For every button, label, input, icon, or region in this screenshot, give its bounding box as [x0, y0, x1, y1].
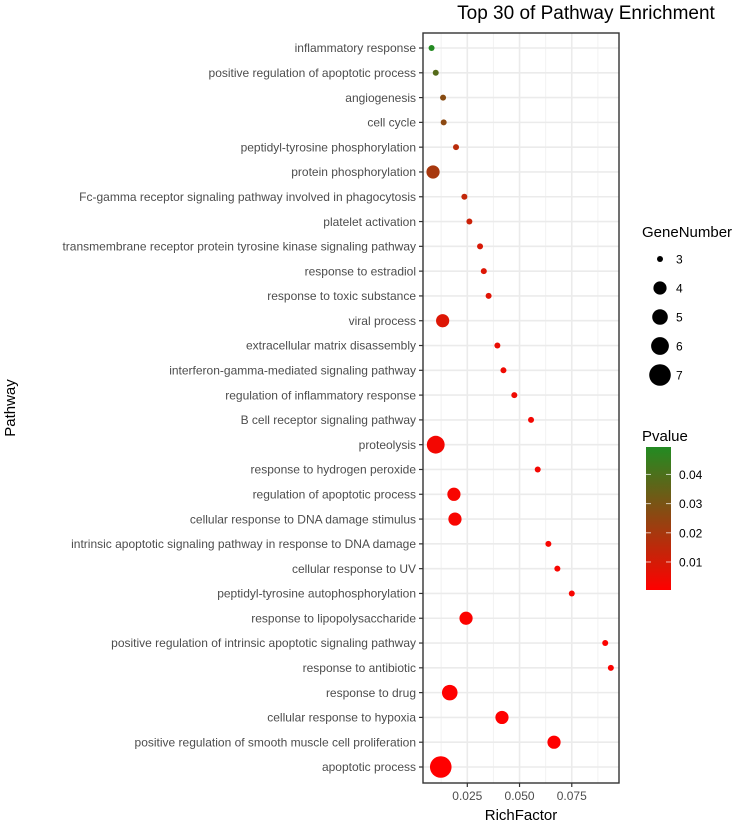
y-tick-label: positive regulation of smooth muscle cel… — [135, 735, 416, 749]
data-point — [441, 684, 458, 701]
colorbar-label: 0.04 — [679, 468, 703, 482]
colorbar-label: 0.03 — [679, 497, 703, 511]
y-tick-label: response to estradiol — [305, 264, 416, 278]
data-point — [447, 487, 461, 501]
size-legend-label: 7 — [676, 369, 683, 383]
x-axis-ticks: 0.025 0.050 0.075 — [452, 783, 587, 803]
y-tick-label: positive regulation of intrinsic apoptot… — [111, 636, 416, 650]
y-tick-label: apoptotic process — [322, 760, 416, 774]
y-tick-label: transmembrane receptor protein tyrosine … — [62, 240, 416, 254]
data-point — [607, 664, 614, 671]
y-tick-label: viral process — [349, 314, 416, 328]
data-point — [511, 392, 518, 399]
y-tick-label: peptidyl-tyrosine autophosphorylation — [217, 587, 416, 601]
size-legend-key — [651, 337, 669, 355]
y-tick-label: response to lipopolysaccharide — [251, 611, 416, 625]
gene-number-legend: GeneNumber 3 4 5 6 7 — [642, 224, 732, 386]
data-point — [500, 367, 507, 374]
data-point — [429, 756, 452, 778]
data-point — [568, 590, 575, 597]
y-tick-label: inflammatory response — [295, 41, 417, 55]
y-tick-label: response to antibiotic — [303, 661, 416, 675]
y-tick-label: angiogenesis — [345, 91, 416, 105]
data-point — [426, 435, 445, 454]
colorbar-label: 0.01 — [679, 555, 703, 569]
panel-border — [422, 32, 620, 784]
pvalue-legend-title: Pvalue — [642, 428, 688, 445]
y-tick-label: cellular response to DNA damage stimulus — [190, 512, 416, 526]
data-point — [485, 292, 492, 299]
chart-title: Top 30 of Pathway Enrichment — [457, 3, 715, 24]
size-legend-key — [649, 364, 671, 386]
y-tick-label: platelet activation — [323, 215, 416, 229]
y-tick-label: protein phosphorylation — [291, 165, 416, 179]
y-tick-label: interferon-gamma-mediated signaling path… — [169, 364, 416, 378]
size-legend-label: 5 — [676, 311, 683, 325]
size-legend-label: 4 — [676, 282, 683, 296]
data-point — [440, 94, 447, 101]
size-legend-key — [652, 309, 668, 325]
data-point — [428, 45, 435, 51]
data-point — [436, 314, 450, 328]
y-axis-labels: inflammatory response positive regulation… — [62, 41, 423, 774]
gene-number-legend-title: GeneNumber — [642, 224, 732, 241]
data-point — [534, 466, 541, 473]
data-point — [545, 540, 552, 547]
y-tick-label: regulation of apoptotic process — [253, 487, 416, 501]
size-legend-key — [657, 256, 663, 262]
y-tick-label: cellular response to UV — [292, 562, 416, 576]
y-tick-label: intrinsic apoptotic signaling pathway in… — [71, 537, 416, 551]
y-tick-label: Fc-gamma receptor signaling pathway invo… — [79, 190, 416, 204]
data-point — [466, 218, 473, 225]
y-axis-title: Pathway — [2, 379, 19, 437]
data-point — [480, 268, 487, 275]
y-tick-label: peptidyl-tyrosine phosphorylation — [241, 140, 416, 154]
x-tick-label: 0.050 — [505, 789, 535, 803]
pvalue-legend: Pvalue 0.04 0.03 0.02 0.01 — [642, 428, 703, 590]
data-point — [495, 710, 509, 725]
y-tick-label: cell cycle — [367, 116, 416, 130]
y-tick-label: response to drug — [326, 686, 416, 700]
data-point — [426, 165, 440, 179]
data-point — [554, 565, 561, 572]
data-point — [459, 611, 473, 625]
data-point — [461, 193, 468, 200]
size-legend-label: 6 — [676, 340, 683, 354]
x-tick-label: 0.025 — [452, 789, 482, 803]
data-point — [494, 342, 501, 349]
data-point — [440, 119, 447, 126]
data-points — [426, 45, 614, 778]
size-legend-key — [653, 281, 667, 295]
y-tick-label: proteolysis — [359, 438, 416, 452]
y-tick-label: regulation of inflammatory response — [225, 388, 416, 402]
data-point — [477, 243, 484, 250]
data-point — [547, 735, 561, 749]
x-axis-title: RichFactor — [485, 807, 558, 824]
y-tick-label: cellular response to hypoxia — [267, 711, 416, 725]
data-point — [448, 512, 462, 526]
panel-background — [423, 33, 619, 783]
y-tick-label: positive regulation of apoptotic process — [209, 66, 416, 80]
data-point — [432, 69, 439, 76]
plot-panel — [422, 32, 620, 784]
y-tick-label: response to hydrogen peroxide — [251, 463, 417, 477]
y-tick-label: extracellular matrix disassembly — [246, 339, 416, 353]
colorbar-label: 0.02 — [679, 526, 703, 540]
y-tick-label: B cell receptor signaling pathway — [241, 413, 416, 427]
size-legend-label: 3 — [676, 253, 683, 267]
x-tick-label: 0.075 — [557, 789, 587, 803]
data-point — [528, 416, 535, 423]
data-point — [602, 640, 609, 647]
data-point — [453, 144, 460, 151]
y-tick-label: response to toxic substance — [267, 289, 416, 303]
pvalue-colorbar — [646, 447, 671, 590]
